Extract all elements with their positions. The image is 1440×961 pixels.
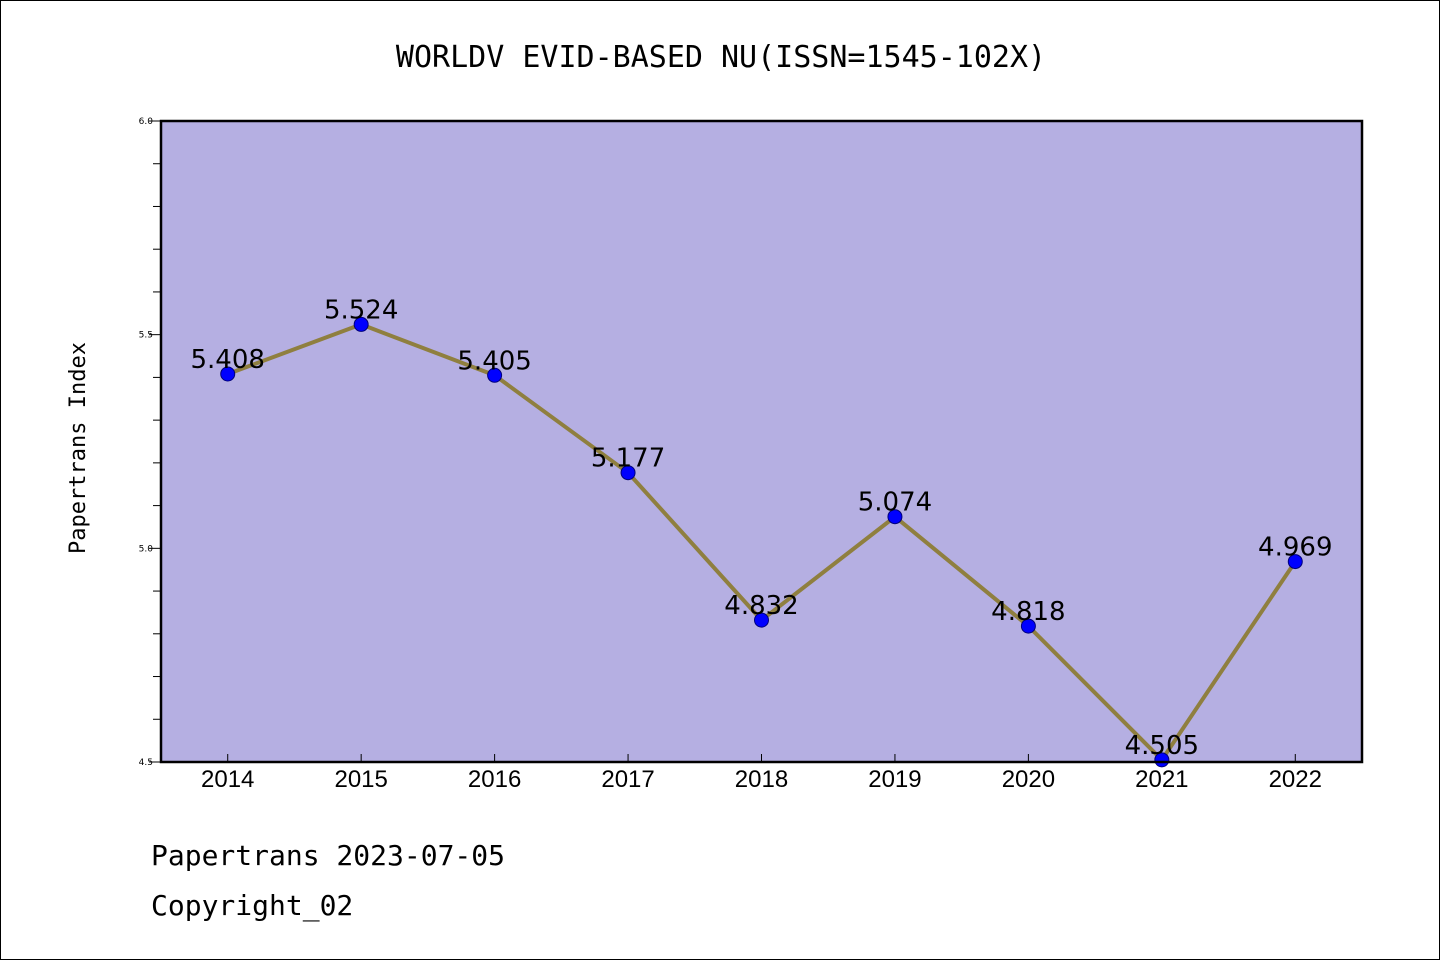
data-point bbox=[754, 612, 769, 628]
data-point bbox=[1154, 752, 1170, 768]
y-tick-label: 6.0 bbox=[139, 117, 154, 127]
x-axis-ticks: 2014 2015 2016 2017 2018 2019 2020 2021 2022 bbox=[201, 754, 1322, 793]
x-tick-label: 2016 bbox=[468, 766, 521, 793]
x-tick-label: 2015 bbox=[334, 766, 387, 793]
data-point bbox=[220, 366, 236, 382]
x-tick-label: 2019 bbox=[868, 766, 921, 793]
y-tick-label: 4.5 bbox=[139, 758, 153, 768]
chart-title: WORLDV EVID-BASED NU(ISSN=1545-102X) bbox=[396, 40, 1046, 75]
data-label: 4.505 bbox=[1125, 731, 1199, 761]
plot-border bbox=[159, 119, 1364, 764]
x-tick-label: 2014 bbox=[201, 766, 254, 793]
data-label: 4.969 bbox=[1258, 533, 1332, 563]
x-tick-label: 2018 bbox=[735, 766, 788, 793]
y-tick-label: 5.5 bbox=[139, 331, 153, 341]
data-label: 5.177 bbox=[591, 444, 665, 474]
data-label: 4.818 bbox=[991, 597, 1065, 627]
data-label: 5.405 bbox=[457, 346, 531, 376]
y-axis-ticks: 4.5 5.0 5.5 6.0 bbox=[139, 117, 161, 768]
footer-date: Papertrans 2023-07-05 bbox=[151, 839, 505, 872]
data-point bbox=[353, 316, 369, 332]
data-point bbox=[887, 509, 903, 525]
series-group: 5.408 5.524 5.405 5.177 4.832 5.074 4.818 4.505… bbox=[191, 295, 1332, 768]
data-label: 5.524 bbox=[324, 295, 398, 325]
data-label: 5.408 bbox=[191, 345, 265, 375]
data-label: 5.074 bbox=[858, 488, 932, 518]
x-tick-label: 2021 bbox=[1135, 766, 1188, 793]
data-point bbox=[487, 367, 503, 383]
data-label: 4.832 bbox=[724, 591, 798, 621]
data-point bbox=[620, 465, 636, 481]
y-axis-label: Papertrans Index bbox=[66, 342, 91, 554]
x-tick-label: 2022 bbox=[1269, 766, 1322, 793]
data-point bbox=[1020, 618, 1036, 634]
plot-area bbox=[161, 121, 1362, 762]
y-tick-label: 5.0 bbox=[139, 544, 154, 554]
data-point bbox=[1287, 554, 1303, 570]
footer-copyright: Copyright_02 bbox=[151, 889, 353, 923]
x-tick-label: 2017 bbox=[601, 766, 654, 793]
x-tick-label: 2020 bbox=[1002, 766, 1055, 793]
